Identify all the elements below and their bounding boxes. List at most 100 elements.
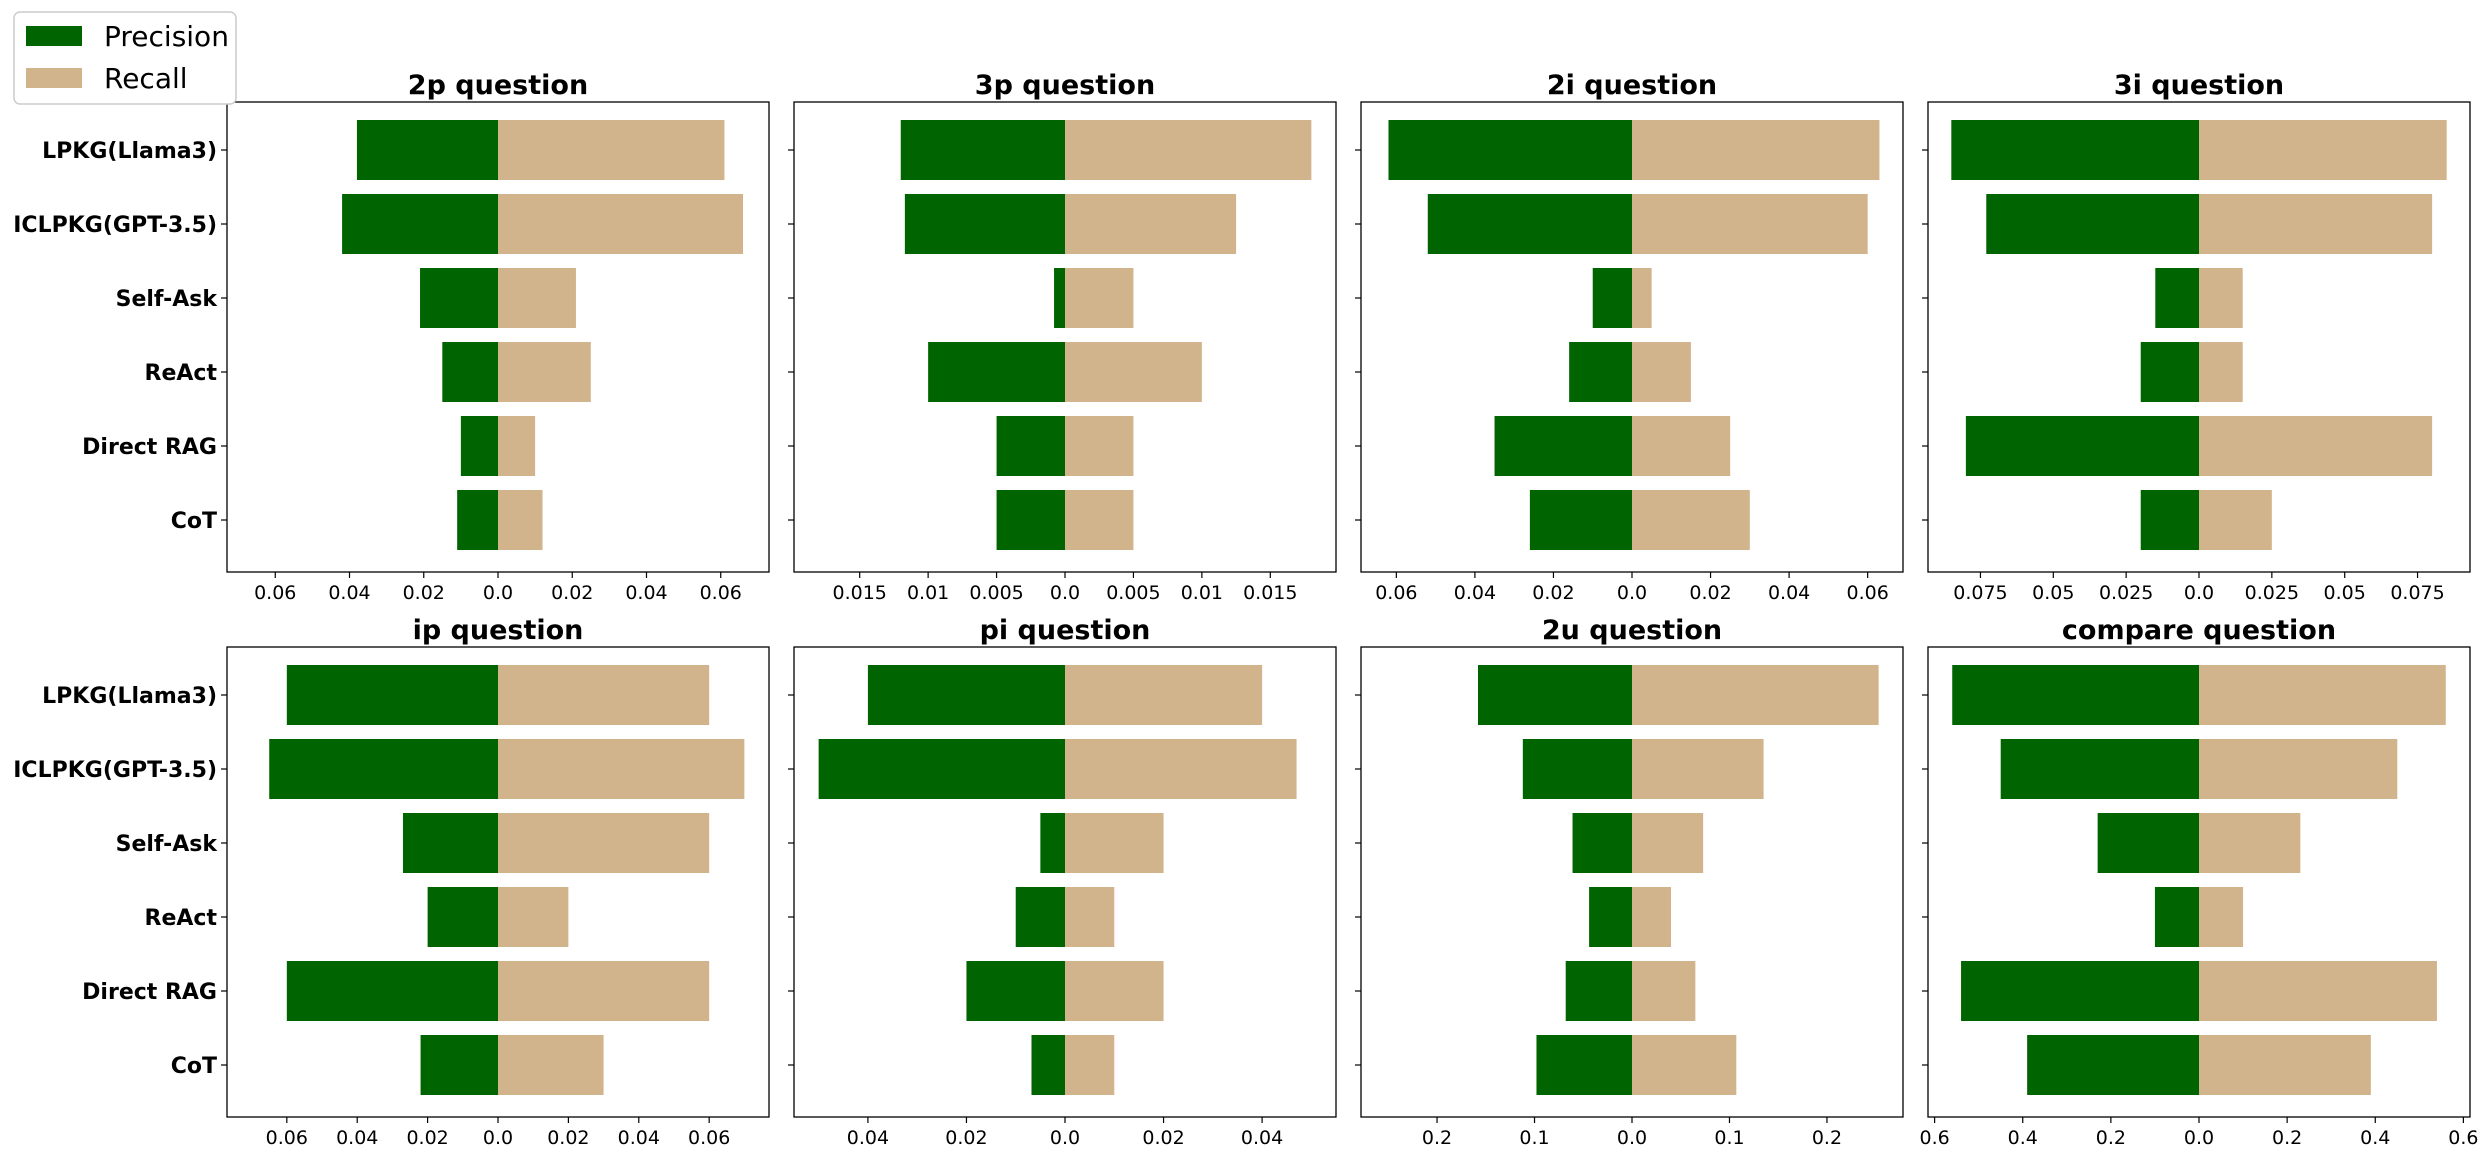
bar-recall-3p-question-3	[1065, 342, 1202, 402]
panel-2u-question: 2u question 0.2 0.1 0.0 0.1 0.2	[1355, 615, 1904, 1149]
xtick-label-2p-question-1: 0.04	[328, 582, 370, 604]
bar-precision-ip-question-2	[402, 813, 498, 873]
bar-recall-pi-question-4	[1065, 961, 1164, 1021]
bar-precision-compare-question-5	[2027, 1035, 2199, 1095]
category-label-2p-question-1: ICLPKG(GPT-3.5)	[13, 213, 217, 238]
bar-recall-3i-question-0	[2199, 120, 2447, 180]
bar-recall-compare-question-3	[2199, 887, 2244, 947]
panel-2i-question: 2i question 0.06 0.04 0.02 0.0 0.02 0.04 0.06	[1355, 70, 1904, 604]
bar-recall-compare-question-4	[2199, 961, 2437, 1021]
panel-title-ip-question: ip question	[413, 615, 584, 646]
xtick-label-pi-question-1: 0.02	[945, 1127, 987, 1149]
xtick-label-ip-question-1: 0.04	[336, 1127, 378, 1149]
bar-precision-2p-question-2	[420, 268, 498, 328]
panel-pi-question: pi question 0.04 0.02 0.0 0.02 0.04	[788, 615, 1337, 1149]
xtick-label-compare-question-6: 0.6	[2448, 1127, 2478, 1149]
bar-precision-ip-question-5	[420, 1035, 498, 1095]
xtick-label-compare-question-5: 0.4	[2360, 1127, 2390, 1149]
bar-precision-2u-question-5	[1536, 1035, 1632, 1095]
bar-precision-pi-question-3	[1015, 887, 1065, 947]
category-label-2p-question-2: Self-Ask	[116, 287, 219, 312]
category-label-ip-question-2: Self-Ask	[116, 832, 219, 857]
panel-title-2p-question: 2p question	[408, 70, 588, 101]
xtick-label-ip-question-0: 0.06	[266, 1127, 308, 1149]
xtick-label-2i-question-0: 0.06	[1375, 582, 1417, 604]
category-label-ip-question-0: LPKG(Llama3)	[42, 684, 217, 709]
bar-precision-ip-question-1	[269, 739, 498, 799]
xtick-label-pi-question-3: 0.02	[1142, 1127, 1184, 1149]
xtick-label-compare-question-0: 0.6	[1920, 1127, 1950, 1149]
bar-precision-2i-question-4	[1494, 416, 1632, 476]
bar-recall-2i-question-0	[1632, 120, 1880, 180]
xtick-label-3p-question-0: 0.015	[832, 582, 886, 604]
legend-label-recall: Recall	[104, 62, 188, 95]
xtick-label-ip-question-3: 0.0	[483, 1127, 513, 1149]
bar-recall-ip-question-4	[498, 961, 710, 1021]
bar-recall-2u-question-3	[1632, 887, 1671, 947]
bar-precision-3i-question-5	[2140, 490, 2199, 550]
bar-precision-2u-question-3	[1589, 887, 1632, 947]
bar-recall-2i-question-5	[1632, 490, 1750, 550]
panel-title-compare-question: compare question	[2062, 615, 2336, 646]
bar-recall-ip-question-3	[498, 887, 569, 947]
xtick-label-2u-question-1: 0.1	[1519, 1127, 1549, 1149]
xtick-label-compare-question-2: 0.2	[2096, 1127, 2126, 1149]
bar-precision-compare-question-4	[1961, 961, 2199, 1021]
xtick-label-2p-question-0: 0.06	[254, 582, 296, 604]
panel-title-2u-question: 2u question	[1542, 615, 1722, 646]
bar-recall-2u-question-5	[1632, 1035, 1737, 1095]
bar-recall-2p-question-1	[498, 194, 744, 254]
bar-recall-2u-question-0	[1632, 665, 1879, 725]
xtick-label-ip-question-6: 0.06	[688, 1127, 730, 1149]
panel-2p-question: 2p question LPKG(Llama3) ICLPKG(GPT-3.5) Se…	[13, 70, 770, 604]
xtick-label-ip-question-4: 0.02	[547, 1127, 589, 1149]
xtick-label-compare-question-1: 0.4	[2008, 1127, 2038, 1149]
bar-precision-2i-question-5	[1529, 490, 1632, 550]
bar-precision-2i-question-2	[1592, 268, 1632, 328]
xtick-label-pi-question-2: 0.0	[1050, 1127, 1080, 1149]
bar-precision-3p-question-1	[904, 194, 1065, 254]
bar-precision-compare-question-1	[2000, 739, 2199, 799]
bar-precision-2p-question-5	[457, 490, 498, 550]
bar-precision-pi-question-4	[966, 961, 1065, 1021]
xtick-label-2i-question-4: 0.02	[1689, 582, 1731, 604]
xtick-label-2i-question-1: 0.04	[1454, 582, 1496, 604]
panel-title-3i-question: 3i question	[2114, 70, 2284, 101]
legend-label-precision: Precision	[104, 20, 229, 53]
bar-precision-2p-question-0	[356, 120, 498, 180]
bar-precision-2u-question-1	[1522, 739, 1632, 799]
legend-swatch-precision	[26, 26, 82, 46]
bar-precision-3i-question-4	[1965, 416, 2199, 476]
xtick-label-ip-question-2: 0.02	[406, 1127, 448, 1149]
bar-precision-2p-question-1	[342, 194, 498, 254]
bar-recall-3i-question-3	[2199, 342, 2243, 402]
xtick-label-3p-question-3: 0.0	[1050, 582, 1080, 604]
bar-precision-3i-question-3	[2140, 342, 2199, 402]
panel-title-pi-question: pi question	[980, 615, 1151, 646]
xtick-label-2i-question-5: 0.04	[1768, 582, 1810, 604]
bar-precision-2p-question-4	[460, 416, 498, 476]
xtick-label-2u-question-4: 0.2	[1812, 1127, 1842, 1149]
xtick-label-3p-question-6: 0.015	[1243, 582, 1297, 604]
bar-recall-3p-question-1	[1065, 194, 1237, 254]
bar-precision-3p-question-0	[900, 120, 1065, 180]
xtick-label-2i-question-3: 0.0	[1617, 582, 1647, 604]
bar-recall-3p-question-4	[1065, 416, 1134, 476]
xtick-label-2u-question-2: 0.0	[1617, 1127, 1647, 1149]
bar-recall-compare-question-1	[2199, 739, 2398, 799]
bar-precision-3p-question-5	[996, 490, 1065, 550]
bar-precision-compare-question-0	[1952, 665, 2199, 725]
xtick-label-3p-question-4: 0.005	[1106, 582, 1160, 604]
panel-3i-question: 3i question 0.075 0.05 0.025 0.0 0.025 0.05 0.0…	[1922, 70, 2471, 604]
xtick-label-compare-question-4: 0.2	[2272, 1127, 2302, 1149]
bar-recall-2p-question-2	[498, 268, 576, 328]
bar-precision-pi-question-0	[867, 665, 1065, 725]
bar-recall-pi-question-1	[1065, 739, 1297, 799]
bar-recall-2u-question-4	[1632, 961, 1696, 1021]
category-label-2p-question-0: LPKG(Llama3)	[42, 139, 217, 164]
xtick-label-3i-question-0: 0.075	[1953, 582, 2007, 604]
panel-3p-question: 3p question 0.015 0.01 0.005 0.0 0.005 0.01 0.0…	[788, 70, 1337, 604]
bar-recall-ip-question-5	[498, 1035, 604, 1095]
bar-recall-2p-question-3	[498, 342, 591, 402]
bar-recall-3i-question-5	[2199, 490, 2272, 550]
